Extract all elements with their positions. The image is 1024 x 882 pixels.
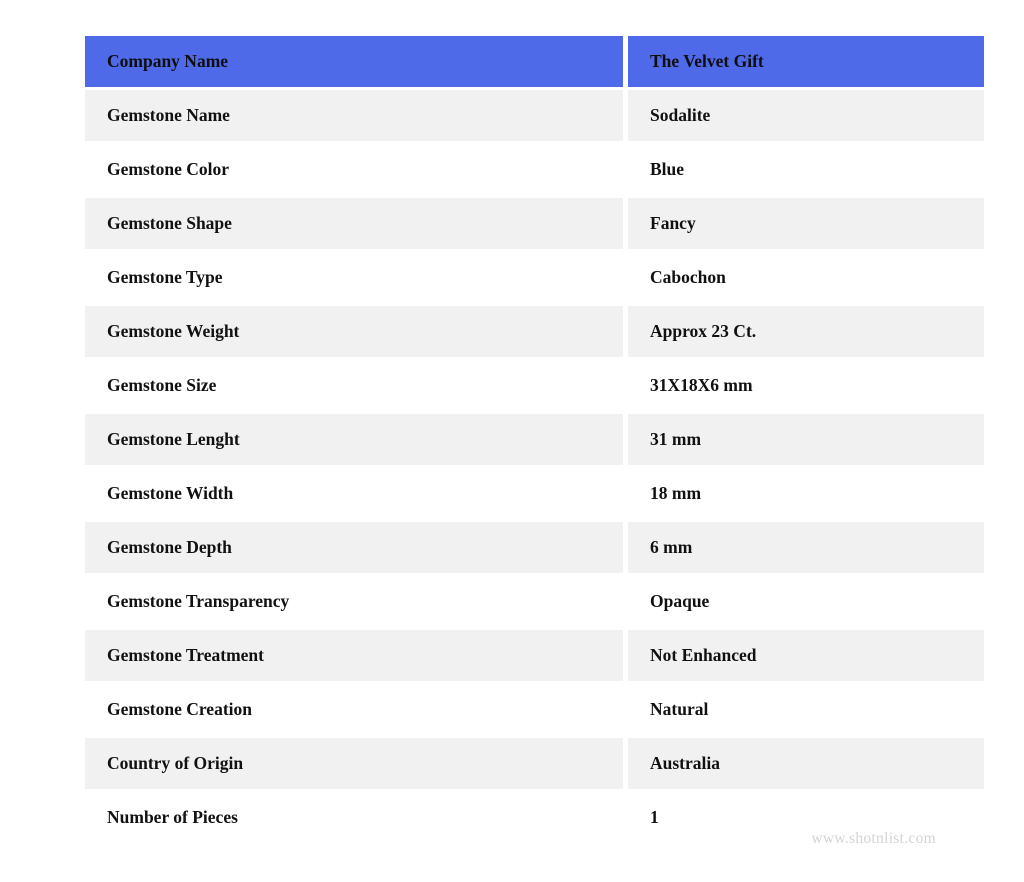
column-gap (623, 684, 628, 735)
spec-value-cell: Opaque (628, 576, 984, 627)
spec-table-row: Gemstone Shape Fancy (85, 198, 984, 249)
spec-value-cell: 31 mm (628, 414, 984, 465)
column-gap (623, 522, 628, 573)
row-spacer-cell (85, 681, 984, 684)
row-spacer (85, 141, 984, 144)
row-spacer-cell (85, 573, 984, 576)
gemstone-spec-sheet: Company Name The Velvet Gift Gemstone Name… (85, 36, 984, 843)
column-gap (623, 414, 628, 465)
column-gap (623, 36, 628, 87)
row-spacer-cell (85, 411, 984, 414)
spec-label-cell: Gemstone Color (85, 144, 623, 195)
column-gap (623, 90, 628, 141)
row-spacer-cell (85, 465, 984, 468)
column-gap (623, 144, 628, 195)
row-spacer (85, 573, 984, 576)
spec-label-cell: Gemstone Width (85, 468, 623, 519)
spec-label-cell: Gemstone Creation (85, 684, 623, 735)
row-spacer-cell (85, 195, 984, 198)
spec-label-cell: Gemstone Weight (85, 306, 623, 357)
spec-value-cell: 18 mm (628, 468, 984, 519)
row-spacer-cell (85, 357, 984, 360)
spec-table-row: Gemstone Name Sodalite (85, 90, 984, 141)
spec-table-row: Gemstone Depth 6 mm (85, 522, 984, 573)
row-spacer-cell (85, 519, 984, 522)
spec-header-row: Company Name The Velvet Gift (85, 36, 984, 87)
spec-value-cell: Approx 23 Ct. (628, 306, 984, 357)
column-gap (623, 306, 628, 357)
spec-label-cell: Gemstone Name (85, 90, 623, 141)
spec-value-cell: Sodalite (628, 90, 984, 141)
gemstone-spec-table: Company Name The Velvet Gift Gemstone Name… (85, 36, 984, 843)
row-spacer (85, 87, 984, 90)
spec-value-cell: Natural (628, 684, 984, 735)
spec-table-body: Company Name The Velvet Gift Gemstone Name… (85, 36, 984, 843)
spec-table-row: Gemstone Treatment Not Enhanced (85, 630, 984, 681)
spec-value-cell: Not Enhanced (628, 630, 984, 681)
column-gap (623, 738, 628, 789)
column-gap (623, 360, 628, 411)
row-spacer (85, 249, 984, 252)
spec-label-cell: Gemstone Lenght (85, 414, 623, 465)
spec-value-cell: Blue (628, 144, 984, 195)
spec-label-cell: Gemstone Transparency (85, 576, 623, 627)
row-spacer (85, 411, 984, 414)
spec-table-row: Gemstone Size 31X18X6 mm (85, 360, 984, 411)
spec-table-row: Gemstone Creation Natural (85, 684, 984, 735)
spec-header-label-cell: Company Name (85, 36, 623, 87)
column-gap (623, 576, 628, 627)
spec-label-cell: Gemstone Treatment (85, 630, 623, 681)
column-gap (623, 198, 628, 249)
spec-label-cell: Gemstone Depth (85, 522, 623, 573)
spec-table-row: Gemstone Transparency Opaque (85, 576, 984, 627)
spec-label-cell: Country of Origin (85, 738, 623, 789)
row-spacer-cell (85, 87, 984, 90)
row-spacer-cell (85, 735, 984, 738)
spec-table-row: Gemstone Width 18 mm (85, 468, 984, 519)
row-spacer (85, 789, 984, 792)
spec-table-row: Gemstone Lenght 31 mm (85, 414, 984, 465)
spec-header-value-cell: The Velvet Gift (628, 36, 984, 87)
spec-label-cell: Number of Pieces (85, 792, 623, 843)
spec-value-cell: 31X18X6 mm (628, 360, 984, 411)
spec-table-row: Number of Pieces 1 (85, 792, 984, 843)
watermark-text: www.shotnlist.com (811, 830, 936, 847)
row-spacer-cell (85, 141, 984, 144)
row-spacer-cell (85, 627, 984, 630)
spec-label-cell: Gemstone Shape (85, 198, 623, 249)
spec-value-cell: 1 (628, 792, 984, 843)
spec-label-cell: Gemstone Size (85, 360, 623, 411)
column-gap (623, 630, 628, 681)
spec-value-cell: Cabochon (628, 252, 984, 303)
row-spacer-cell (85, 789, 984, 792)
row-spacer-cell (85, 303, 984, 306)
spec-value-cell: Australia (628, 738, 984, 789)
row-spacer (85, 195, 984, 198)
spec-table-row: Gemstone Weight Approx 23 Ct. (85, 306, 984, 357)
spec-table-row: Gemstone Color Blue (85, 144, 984, 195)
spec-table-row: Gemstone Type Cabochon (85, 252, 984, 303)
row-spacer-cell (85, 249, 984, 252)
row-spacer (85, 465, 984, 468)
row-spacer (85, 627, 984, 630)
spec-label-cell: Gemstone Type (85, 252, 623, 303)
row-spacer (85, 357, 984, 360)
column-gap (623, 468, 628, 519)
column-gap (623, 252, 628, 303)
column-gap (623, 792, 628, 843)
row-spacer (85, 519, 984, 522)
spec-table-row: Country of Origin Australia (85, 738, 984, 789)
row-spacer (85, 681, 984, 684)
row-spacer (85, 303, 984, 306)
spec-value-cell: Fancy (628, 198, 984, 249)
spec-value-cell: 6 mm (628, 522, 984, 573)
row-spacer (85, 735, 984, 738)
